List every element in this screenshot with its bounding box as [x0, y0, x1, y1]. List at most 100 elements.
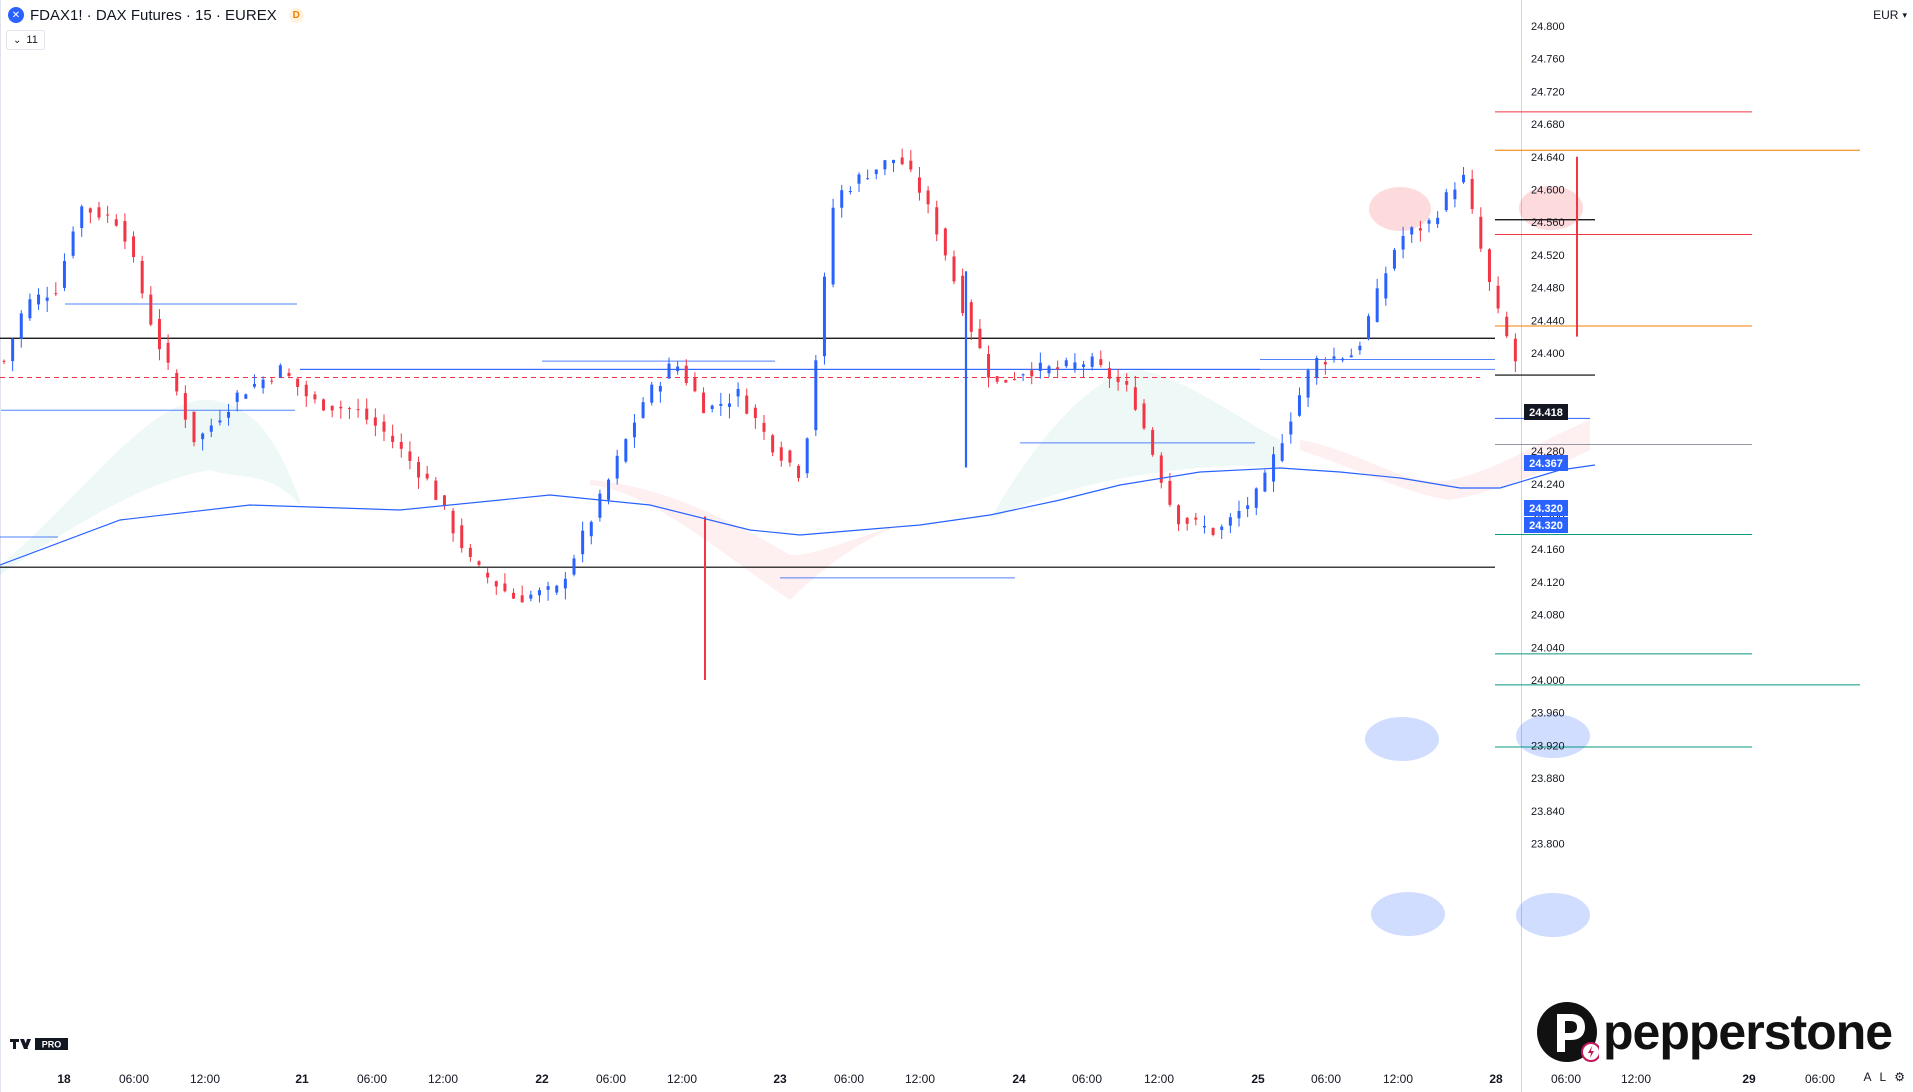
candle-body	[1038, 362, 1042, 371]
candle-body	[1220, 526, 1224, 530]
candle-body	[1487, 249, 1491, 283]
candle-body	[1099, 359, 1103, 365]
price-tick-label: 23.840	[1531, 806, 1565, 818]
candle-body	[296, 378, 300, 387]
price-tick-label: 24.760	[1531, 54, 1565, 66]
price-tick-label: 23.880	[1531, 773, 1565, 785]
candle-body	[417, 462, 421, 478]
symbol-x-icon[interactable]: ✕	[8, 7, 24, 23]
candle-body	[866, 178, 870, 180]
candle-body	[54, 293, 58, 295]
candle-body	[1125, 381, 1129, 385]
price-tick-label: 24.240	[1531, 479, 1565, 491]
time-tick-label: 06:00	[834, 1072, 864, 1086]
candle-body	[1444, 192, 1448, 211]
candle-body	[1211, 528, 1215, 535]
candle-body	[37, 294, 41, 305]
candle-body	[581, 530, 585, 555]
candle-body	[347, 408, 351, 410]
candle-body	[123, 221, 127, 242]
candle-body	[537, 590, 541, 596]
candle-body	[736, 388, 740, 397]
price-tick-label: 24.080	[1531, 610, 1565, 622]
candle-body	[1246, 505, 1250, 510]
cloud-red	[1300, 420, 1590, 500]
candle-body	[719, 403, 723, 406]
candle-body	[252, 383, 256, 387]
candle-body	[641, 402, 645, 418]
candle-body	[1349, 355, 1353, 358]
price-tag-label: 24.367	[1529, 458, 1563, 470]
candle-body	[624, 439, 628, 462]
candle-body	[1142, 403, 1146, 429]
price-tick-label: 24.800	[1531, 21, 1565, 33]
candle-body	[1237, 510, 1241, 519]
candle-body	[62, 260, 66, 288]
candle-body	[1306, 370, 1310, 398]
time-tick-label: 06:00	[1805, 1072, 1835, 1086]
tradingview-logo[interactable]: PRO	[10, 1036, 68, 1057]
chevron-down-icon: ⌄	[13, 34, 22, 46]
price-tag-label: 24.418	[1529, 407, 1563, 419]
candle-body	[926, 190, 930, 205]
candle-body	[1012, 379, 1016, 381]
candle-body	[304, 384, 308, 397]
candle-body	[797, 465, 801, 478]
chart-header: ✕ FDAX1! · DAX Futures · 15 · EUREX D	[4, 4, 304, 26]
zone-ellipse	[1365, 717, 1439, 761]
candle-body	[494, 581, 498, 587]
indicators-count: 11	[26, 34, 38, 46]
candle-body	[840, 190, 844, 208]
candle-body	[632, 422, 636, 438]
candle-body	[978, 328, 982, 349]
price-tick-label: 24.400	[1531, 348, 1565, 360]
candle-body	[710, 405, 714, 410]
candle-body	[943, 228, 947, 256]
candle-body	[468, 547, 472, 557]
candle-body	[1004, 379, 1008, 383]
indicators-toggle-button[interactable]: ⌄ 11	[6, 30, 45, 50]
candle-body	[106, 214, 110, 216]
candle-body	[676, 366, 680, 372]
candle-body	[1064, 360, 1068, 367]
candle-body	[149, 294, 153, 325]
auto-scale-button[interactable]: A	[1863, 1070, 1872, 1084]
price-tag	[1524, 404, 1568, 420]
candle-body	[961, 275, 965, 314]
candle-body	[1056, 367, 1060, 370]
candle-body	[114, 219, 118, 226]
price-tick-label: 24.720	[1531, 86, 1565, 98]
price-tag-label: 24.320	[1529, 520, 1563, 532]
candle-body	[1090, 356, 1094, 367]
candle-body	[684, 365, 688, 383]
candle-body	[909, 160, 913, 170]
candle-body	[71, 231, 75, 256]
time-tick-label: 23	[773, 1072, 787, 1086]
candle-body	[192, 411, 196, 443]
candle-body	[460, 525, 464, 549]
time-tick-label: 12:00	[905, 1072, 935, 1086]
tradingview-pro-label: PRO	[42, 1040, 62, 1050]
candle-body	[339, 406, 343, 409]
candle-body	[1168, 480, 1172, 505]
candle-body	[157, 319, 161, 350]
candle-body	[425, 473, 429, 479]
candle-body	[408, 451, 412, 461]
candle-body	[503, 583, 507, 592]
currency-label: EUR	[1873, 8, 1899, 22]
time-tick-label: 25	[1251, 1072, 1265, 1086]
candle-body	[28, 299, 32, 319]
candle-body	[261, 379, 265, 389]
candle-body	[1401, 235, 1405, 250]
candle-body	[607, 479, 611, 500]
log-scale-button[interactable]: L	[1879, 1070, 1887, 1084]
currency-selector[interactable]: EUR ▾	[1873, 4, 1907, 26]
delayed-data-badge[interactable]: D	[288, 7, 304, 23]
candle-body	[80, 206, 84, 229]
gear-icon[interactable]: ⚙	[1894, 1070, 1905, 1084]
candle-body	[658, 385, 662, 392]
cloud-red	[590, 480, 900, 600]
time-tick-label: 06:00	[119, 1072, 149, 1086]
chart-title[interactable]: FDAX1! · DAX Futures · 15 · EUREX	[30, 6, 277, 24]
